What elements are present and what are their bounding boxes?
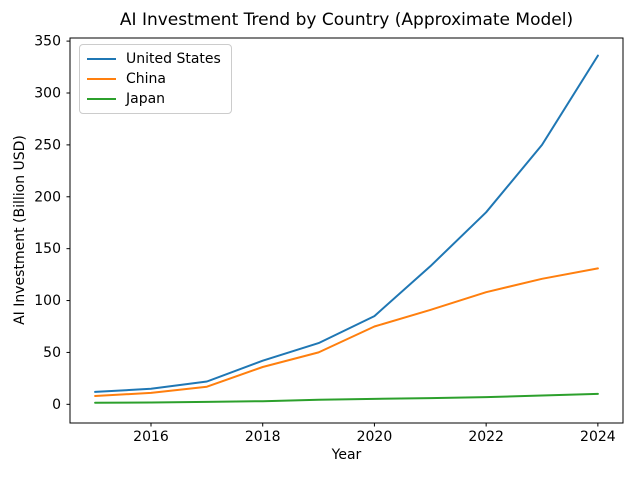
- x-tick-label: 2024: [580, 429, 616, 445]
- x-tick-label: 2016: [133, 429, 169, 445]
- legend-label: United States: [126, 51, 221, 67]
- legend-line-swatch: [87, 58, 116, 60]
- y-tick-label: 50: [43, 345, 61, 361]
- y-tick-label: 150: [34, 241, 61, 257]
- legend-item-japan: Japan: [87, 89, 221, 109]
- y-tick-label: 350: [34, 34, 61, 50]
- x-axis-label: Year: [331, 447, 362, 463]
- series-line-united-states: [94, 54, 599, 393]
- legend: United States China Japan: [79, 44, 232, 114]
- legend-line-swatch: [87, 78, 116, 80]
- y-axis-label: AI Investment (Billion USD): [12, 135, 28, 325]
- y-tick-label: 200: [34, 189, 61, 205]
- series-line-china: [94, 267, 599, 397]
- axes-spines: [69, 37, 624, 424]
- x-tick-label: 2018: [245, 429, 281, 445]
- chart-title: AI Investment Trend by Country (Approxim…: [119, 10, 574, 30]
- legend-label: Japan: [126, 91, 166, 107]
- y-tick-label: 0: [52, 397, 61, 413]
- x-tick-label: 2020: [357, 429, 393, 445]
- legend-line-swatch: [87, 98, 116, 100]
- legend-item-united-states: United States: [87, 49, 221, 69]
- series-line-japan: [94, 392, 599, 404]
- y-tick-label: 300: [34, 86, 61, 102]
- legend-item-china: China: [87, 69, 221, 89]
- x-tick-label: 2022: [468, 429, 504, 445]
- legend-label: China: [126, 71, 166, 87]
- y-tick-label: 250: [34, 137, 61, 153]
- y-tick-label: 100: [34, 293, 61, 309]
